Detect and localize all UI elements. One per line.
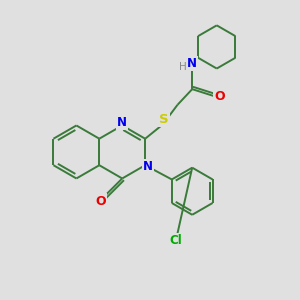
Text: Cl: Cl xyxy=(169,234,182,247)
Text: S: S xyxy=(159,113,169,126)
Text: N: N xyxy=(187,57,197,70)
Text: N: N xyxy=(143,160,153,173)
Text: O: O xyxy=(95,194,106,208)
Text: N: N xyxy=(117,116,127,129)
Text: H: H xyxy=(179,61,187,72)
Text: O: O xyxy=(214,91,225,103)
